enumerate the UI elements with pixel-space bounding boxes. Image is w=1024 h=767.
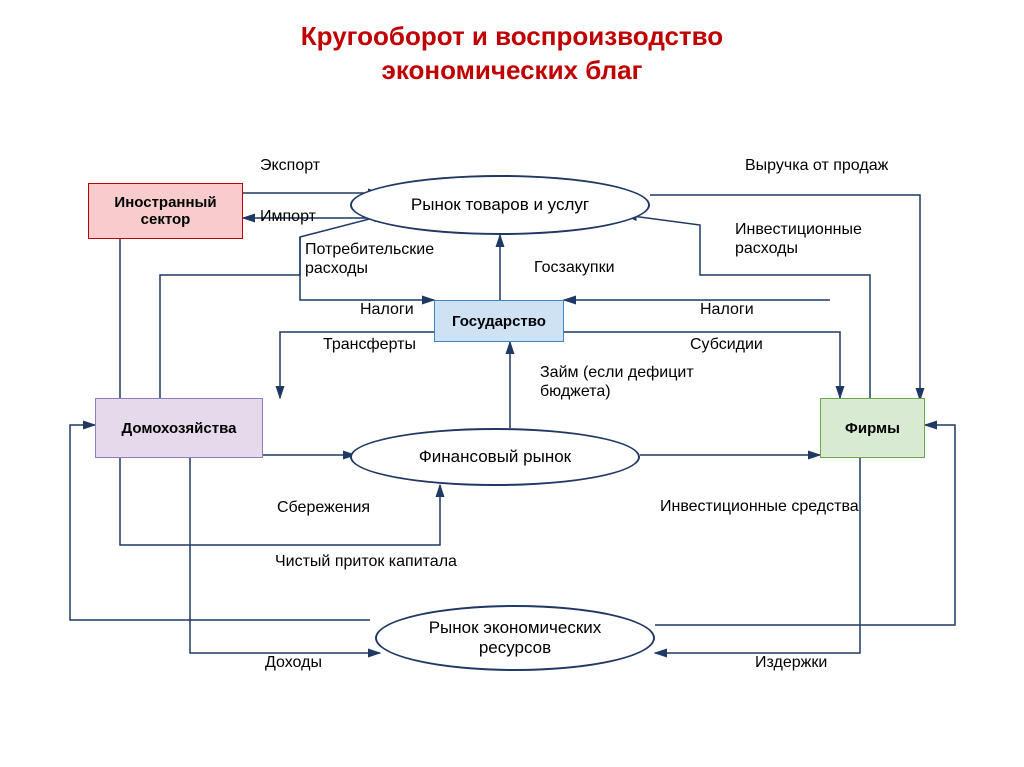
- label-taxes_r: Налоги: [700, 300, 754, 319]
- node-firms: Фирмы: [820, 398, 925, 458]
- label-taxes_l: Налоги: [360, 300, 414, 319]
- node-fin_market: Финансовый рынок: [350, 428, 640, 486]
- edge-13: [655, 458, 860, 653]
- node-government: Государство: [434, 300, 564, 342]
- node-res_market: Рынок экономических ресурсов: [375, 605, 655, 671]
- label-consumer: Потребительские расходы: [305, 240, 434, 278]
- node-foreign: Иностранный сектор: [88, 183, 243, 239]
- title-line2: экономических благ: [0, 54, 1024, 88]
- label-export: Экспорт: [260, 156, 320, 175]
- label-loan: Займ (если дефицит бюджета): [540, 363, 694, 401]
- label-income: Доходы: [265, 653, 322, 672]
- label-savings: Сбережения: [277, 498, 370, 517]
- label-capital: Чистый приток капитала: [275, 552, 457, 571]
- label-costs: Издержки: [755, 653, 827, 672]
- label-govpurch: Госзакупки: [534, 258, 615, 277]
- node-goods_market: Рынок товаров и услуг: [350, 175, 650, 235]
- title-line1: Кругооборот и воспроизводство: [0, 20, 1024, 54]
- label-invest_exp: Инвестиционные расходы: [735, 220, 862, 258]
- label-import: Импорт: [260, 207, 316, 226]
- label-transfers: Трансферты: [323, 335, 416, 354]
- diagram-title: Кругооборот и воспроизводство экономичес…: [0, 20, 1024, 88]
- label-invest_funds: Инвестиционные средства: [660, 497, 859, 516]
- label-revenue: Выручка от продаж: [745, 156, 888, 175]
- node-households: Домохозяйства: [95, 398, 263, 458]
- label-subsidies: Субсидии: [690, 335, 763, 354]
